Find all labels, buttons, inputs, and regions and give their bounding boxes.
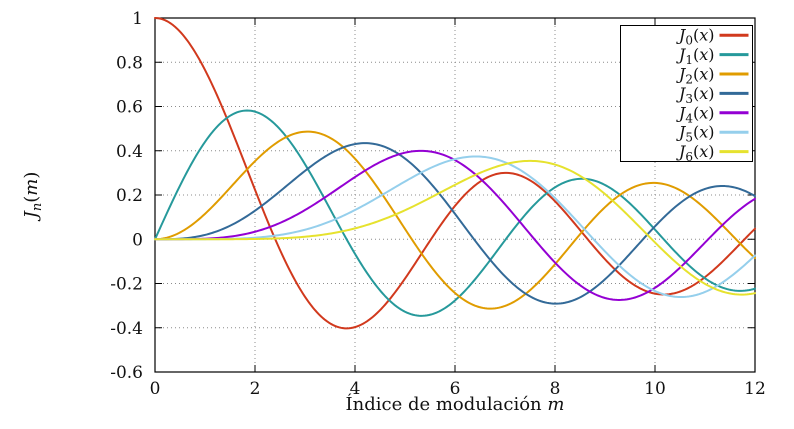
- y-axis-title: Jn(m): [21, 172, 45, 223]
- x-tick-label: 12: [744, 379, 766, 399]
- legend-label-J4(x): J4(x): [676, 103, 715, 125]
- legend-label-J2(x): J2(x): [676, 65, 715, 87]
- y-tick-label: 0.6: [116, 98, 143, 118]
- y-tick-label: -0.4: [110, 319, 143, 339]
- x-tick-label: 6: [450, 379, 461, 399]
- legend-label-J0(x): J0(x): [676, 26, 715, 48]
- curve-J3(x): [154, 142, 756, 305]
- y-tick-label: 0.4: [116, 142, 143, 162]
- legend-label-J5(x): J5(x): [676, 123, 715, 145]
- y-tick-label: 1: [132, 9, 143, 29]
- y-tick-label: -0.2: [110, 275, 143, 295]
- y-tick-label: 0: [132, 230, 143, 250]
- x-tick-label: 0: [150, 379, 161, 399]
- x-tick-label: 2: [250, 379, 261, 399]
- y-tick-label: 0.8: [116, 53, 143, 73]
- legend-label-J3(x): J3(x): [676, 84, 715, 106]
- curve-J1(x): [154, 109, 756, 317]
- y-tick-label: -0.6: [110, 363, 143, 383]
- curve-J6(x): [154, 159, 756, 296]
- x-tick-label: 10: [644, 379, 666, 399]
- curve-J2(x): [154, 130, 756, 310]
- x-tick-label: 4: [350, 379, 361, 399]
- x-axis-title: Índice de modulación m: [346, 392, 565, 415]
- legend-label-J6(x): J6(x): [676, 142, 715, 164]
- legend-label-J1(x): J1(x): [676, 45, 715, 67]
- curve-J5(x): [154, 155, 756, 299]
- curve-J0(x): [154, 17, 756, 330]
- y-tick-label: 0.2: [116, 186, 143, 206]
- curve-J4(x): [154, 149, 756, 301]
- x-tick-label: 8: [550, 379, 561, 399]
